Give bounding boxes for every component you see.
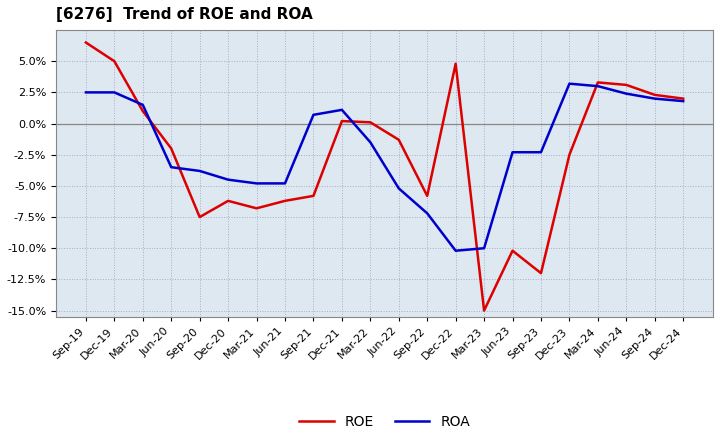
ROE bbox=[224, 198, 233, 203]
ROA bbox=[366, 139, 374, 145]
ROE bbox=[423, 193, 431, 198]
ROE bbox=[565, 152, 574, 158]
ROE bbox=[195, 214, 204, 220]
ROE bbox=[451, 61, 460, 66]
ROA bbox=[593, 84, 602, 89]
ROE bbox=[650, 92, 659, 98]
ROA bbox=[451, 248, 460, 253]
ROE bbox=[167, 146, 176, 151]
ROE bbox=[309, 193, 318, 198]
ROA bbox=[395, 186, 403, 191]
ROA bbox=[565, 81, 574, 86]
ROE bbox=[508, 248, 517, 253]
Text: [6276]  Trend of ROE and ROA: [6276] Trend of ROE and ROA bbox=[56, 7, 312, 22]
ROE bbox=[480, 308, 488, 313]
ROA bbox=[338, 107, 346, 113]
ROA bbox=[309, 112, 318, 117]
ROA bbox=[252, 181, 261, 186]
Line: ROE: ROE bbox=[86, 43, 683, 311]
ROE bbox=[536, 271, 545, 276]
ROA bbox=[679, 99, 688, 104]
ROA bbox=[536, 150, 545, 155]
ROA bbox=[508, 150, 517, 155]
ROA bbox=[110, 90, 119, 95]
ROA bbox=[480, 246, 488, 251]
ROE bbox=[622, 82, 631, 88]
Legend: ROE, ROA: ROE, ROA bbox=[293, 410, 476, 435]
ROE bbox=[395, 137, 403, 143]
ROE bbox=[281, 198, 289, 203]
ROE bbox=[679, 96, 688, 101]
ROE bbox=[366, 120, 374, 125]
ROE bbox=[81, 40, 90, 45]
ROE bbox=[338, 118, 346, 124]
ROA bbox=[195, 168, 204, 173]
ROA bbox=[423, 211, 431, 216]
ROA bbox=[81, 90, 90, 95]
ROA bbox=[622, 91, 631, 96]
ROA bbox=[224, 177, 233, 182]
ROE bbox=[138, 108, 147, 114]
Line: ROA: ROA bbox=[86, 84, 683, 251]
ROA bbox=[167, 165, 176, 170]
ROE bbox=[593, 80, 602, 85]
ROA bbox=[650, 96, 659, 101]
ROA bbox=[281, 181, 289, 186]
ROE bbox=[110, 59, 119, 64]
ROA bbox=[138, 102, 147, 107]
ROE bbox=[252, 205, 261, 211]
